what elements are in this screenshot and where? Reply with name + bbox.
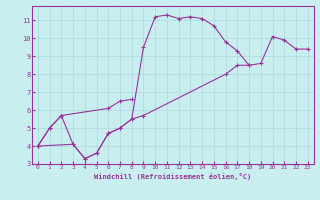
X-axis label: Windchill (Refroidissement éolien,°C): Windchill (Refroidissement éolien,°C) bbox=[94, 173, 252, 180]
